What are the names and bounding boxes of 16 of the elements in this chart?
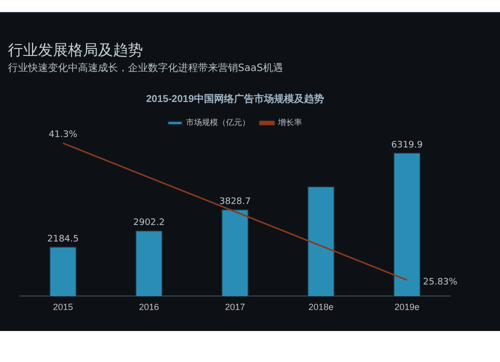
x-tick-label: 2017: [224, 302, 246, 312]
chart-title: 2015-2019中国网络广告市场规模及趋势: [146, 92, 324, 105]
legend-label: 市场规模（亿元）: [186, 118, 250, 128]
x-tick-label: 2015: [52, 302, 74, 312]
data-label: 3828.7: [219, 196, 251, 207]
text: 行业发展格局及趋势: [8, 41, 143, 60]
x-tick-label: 2016: [138, 302, 160, 312]
data-label: 25.83%: [423, 277, 458, 288]
data-label: 6319.9: [391, 140, 424, 150]
x-tick-label: 2019e: [394, 302, 420, 312]
x-tick-label: 2018e: [308, 302, 334, 312]
legend-label: 增长率: [277, 118, 302, 128]
data-label: 41.3%: [48, 130, 78, 140]
data-label: 2902.2: [133, 218, 165, 228]
text: 行业快速变化中高速成长，企业数字化进程带来营销SaaS机遇: [8, 62, 283, 75]
data-label: 2184.5: [47, 234, 79, 244]
